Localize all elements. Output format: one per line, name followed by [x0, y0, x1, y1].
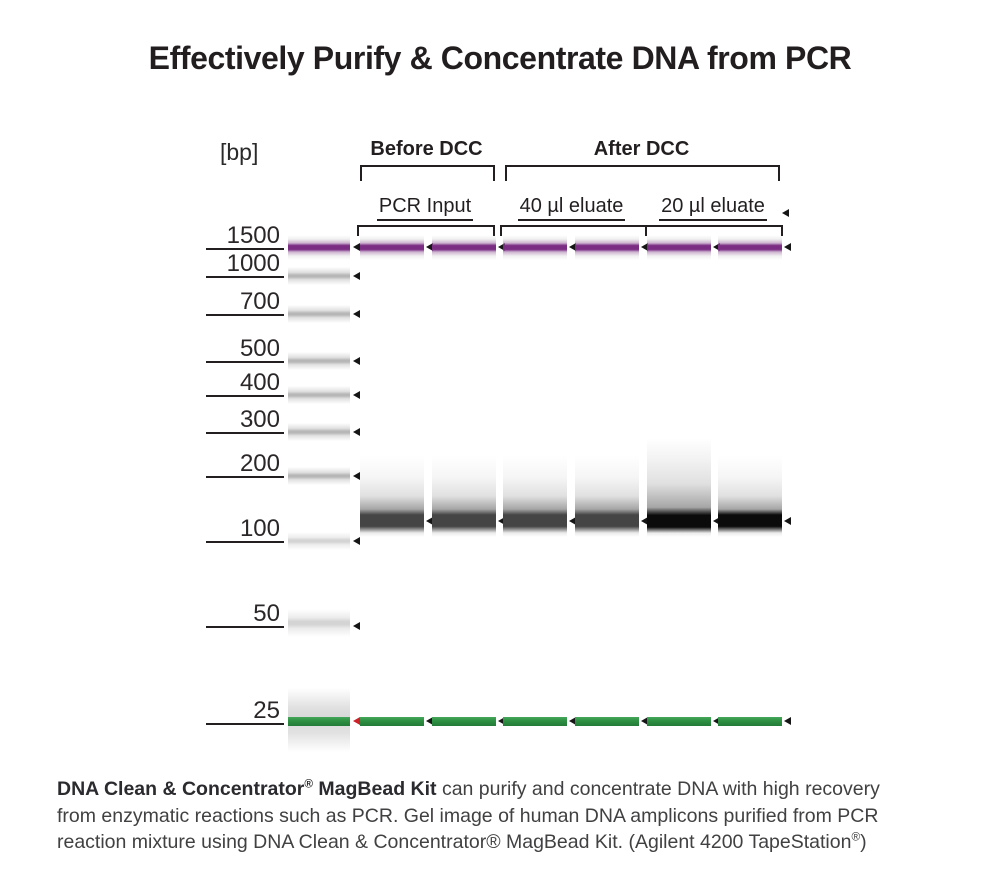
band-arrow-icon [641, 717, 648, 725]
ladder-label-100: 100 [239, 515, 280, 542]
ladder-label-700: 700 [239, 288, 280, 315]
upper-marker-band-40ul-eluate-1 [503, 235, 567, 260]
band-arrow-icon [498, 243, 505, 251]
column-label-40ul-eluate: 40 µl eluate [496, 195, 647, 221]
product-band-pcr-input-1 [360, 455, 424, 537]
band-arrow-icon [641, 517, 648, 525]
band-arrow-red-icon [353, 717, 360, 725]
ladder-band-50 [288, 609, 350, 637]
ladder-label-1000: 1000 [226, 250, 280, 277]
ladder-tick-line-500 [206, 361, 284, 363]
caption-bold-kit-name: DNA Clean & Concentrator® MagBead Kit [57, 777, 437, 800]
ladder-tick-line-200 [206, 476, 284, 478]
band-arrow-icon [426, 517, 433, 525]
lower-marker-band-pcr-input-1 [360, 717, 424, 726]
group-label-after-dcc: After DCC [593, 138, 690, 160]
ladder-tick-line-25 [206, 723, 284, 725]
product-band-pcr-input-2 [432, 455, 496, 537]
band-arrow-icon [353, 472, 360, 480]
band-arrow-icon [353, 537, 360, 545]
upper-marker-band-20ul-eluate-2 [718, 235, 782, 260]
ladder-label-200: 200 [239, 450, 280, 477]
ladder-label-1500: 1500 [226, 222, 280, 249]
ladder-label-50: 50 [253, 600, 280, 627]
ladder-band-100 [288, 532, 350, 550]
ladder-tick-line-700 [206, 314, 284, 316]
ladder-label-400: 400 [239, 369, 280, 396]
lower-marker-band-40ul-eluate-2 [575, 717, 639, 726]
bracket-before-dcc [360, 165, 495, 181]
upper-marker-band-pcr-input-2 [432, 235, 496, 260]
band-arrow-icon [353, 310, 360, 318]
band-arrow-icon [353, 272, 360, 280]
group-label-before-dcc: Before DCC [370, 138, 483, 160]
band-arrow-icon [569, 243, 576, 251]
registered-mark-icon: ® [851, 830, 861, 844]
lower-marker-band-20ul-eluate-1 [647, 717, 711, 726]
ladder-tick-line-400 [206, 395, 284, 397]
band-arrow-icon [353, 391, 360, 399]
figure-caption: DNA Clean & Concentrator® MagBead Kit ca… [57, 777, 880, 853]
ladder-band-lower-marker [288, 717, 350, 726]
product-band-40ul-eluate-1 [503, 455, 567, 537]
product-band-20ul-eluate-2 [718, 455, 782, 537]
ladder-band-1000 [288, 267, 350, 285]
bracket-after-dcc [505, 165, 780, 181]
ladder-band-700 [288, 305, 350, 323]
ladder-tick-line-1000 [206, 276, 284, 278]
band-arrow-icon [784, 517, 791, 525]
band-arrow-icon [569, 517, 576, 525]
band-arrow-icon [353, 357, 360, 365]
band-arrow-icon [713, 517, 720, 525]
upper-marker-band-40ul-eluate-2 [575, 235, 639, 260]
band-arrow-icon [641, 243, 648, 251]
lower-marker-band-20ul-eluate-2 [718, 717, 782, 726]
band-arrow-icon [498, 517, 505, 525]
band-arrow-icon [784, 243, 791, 251]
product-band-40ul-eluate-2 [575, 455, 639, 537]
bracket-pcr-input [357, 225, 495, 236]
product-band-20ul-eluate-1 [647, 438, 711, 537]
ladder-tick-line-50 [206, 626, 284, 628]
bp-axis-label: [bp] [220, 139, 259, 165]
label-pointer-icon [782, 209, 789, 217]
lower-marker-band-40ul-eluate-1 [503, 717, 567, 726]
upper-marker-band-pcr-input-1 [360, 235, 424, 260]
band-arrow-icon [713, 243, 720, 251]
ladder-band-500 [288, 352, 350, 370]
band-arrow-icon [569, 717, 576, 725]
band-arrow-icon [784, 717, 791, 725]
ladder-band-200 [288, 467, 350, 485]
column-label-20ul-eluate: 20 µl eluate [643, 195, 783, 221]
bracket-20ul-eluate [645, 225, 783, 236]
ladder-tick-line-100 [206, 541, 284, 543]
ladder-band-400 [288, 386, 350, 404]
registered-mark-icon: ® [304, 777, 314, 791]
ladder-band-300 [288, 423, 350, 441]
band-arrow-icon [498, 717, 505, 725]
band-arrow-icon [426, 717, 433, 725]
band-arrow-icon [353, 428, 360, 436]
lower-marker-band-pcr-input-2 [432, 717, 496, 726]
upper-marker-band-20ul-eluate-1 [647, 235, 711, 260]
ladder-label-500: 500 [239, 335, 280, 362]
ladder-label-25: 25 [253, 697, 280, 724]
ladder-label-300: 300 [239, 406, 280, 433]
band-arrow-icon [713, 717, 720, 725]
page-title: Effectively Purify & Concentrate DNA fro… [148, 40, 852, 76]
band-arrow-icon [353, 622, 360, 630]
ladder-tick-line-300 [206, 432, 284, 434]
ladder-band-upper-marker [288, 235, 350, 260]
ladder-tick-line-1500 [206, 248, 284, 250]
band-arrow-icon [426, 243, 433, 251]
band-arrow-icon [353, 243, 360, 251]
column-label-pcr-input: PCR Input [355, 195, 495, 221]
